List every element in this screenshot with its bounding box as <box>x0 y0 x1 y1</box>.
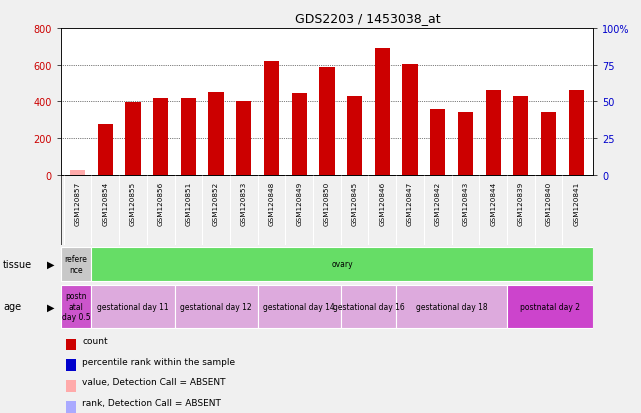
Text: rank, Detection Call = ABSENT: rank, Detection Call = ABSENT <box>82 398 221 407</box>
Bar <box>66 380 76 392</box>
Bar <box>485 90 501 176</box>
Text: tissue: tissue <box>3 259 32 269</box>
Text: age: age <box>3 301 21 312</box>
Text: GSM120841: GSM120841 <box>573 181 579 225</box>
Text: GSM120856: GSM120856 <box>158 181 163 225</box>
Text: gestational day 14: gestational day 14 <box>263 302 335 311</box>
Text: ▶: ▶ <box>47 301 54 312</box>
Text: GSM120853: GSM120853 <box>241 181 247 225</box>
Text: GSM120839: GSM120839 <box>518 181 524 225</box>
Bar <box>541 112 556 176</box>
Text: gestational day 16: gestational day 16 <box>333 302 404 311</box>
Text: ovary: ovary <box>331 260 353 269</box>
Text: GSM120855: GSM120855 <box>130 181 136 225</box>
Bar <box>126 103 140 176</box>
Text: GSM120852: GSM120852 <box>213 181 219 225</box>
Bar <box>569 91 584 176</box>
Text: GSM120854: GSM120854 <box>102 181 108 225</box>
Bar <box>153 99 169 176</box>
Bar <box>341 285 396 328</box>
Bar <box>347 97 362 176</box>
Bar <box>174 285 258 328</box>
Bar <box>375 49 390 176</box>
Text: GSM120840: GSM120840 <box>545 181 552 225</box>
Text: postnatal day 2: postnatal day 2 <box>520 302 580 311</box>
Bar <box>319 67 335 176</box>
Bar <box>66 339 76 351</box>
Bar <box>513 97 528 176</box>
Bar <box>396 285 507 328</box>
Text: GSM120857: GSM120857 <box>74 181 81 225</box>
Text: GSM120847: GSM120847 <box>407 181 413 225</box>
Text: GSM120850: GSM120850 <box>324 181 330 225</box>
Bar <box>292 94 307 176</box>
Text: GDS2203 / 1453038_at: GDS2203 / 1453038_at <box>295 12 440 25</box>
Text: count: count <box>82 336 108 345</box>
Text: GSM120844: GSM120844 <box>490 181 496 225</box>
Bar <box>264 62 279 176</box>
Bar <box>258 285 341 328</box>
Text: refere
nce: refere nce <box>65 255 88 274</box>
Text: GSM120846: GSM120846 <box>379 181 385 225</box>
Text: gestational day 11: gestational day 11 <box>97 302 169 311</box>
Text: GSM120843: GSM120843 <box>462 181 469 225</box>
Text: GSM120851: GSM120851 <box>185 181 192 225</box>
Text: GSM120845: GSM120845 <box>352 181 358 225</box>
Text: value, Detection Call = ABSENT: value, Detection Call = ABSENT <box>82 377 226 387</box>
Text: percentile rank within the sample: percentile rank within the sample <box>82 357 235 366</box>
Bar <box>70 171 85 176</box>
Bar <box>181 99 196 176</box>
Bar <box>458 112 473 176</box>
Bar <box>236 102 251 176</box>
Text: gestational day 12: gestational day 12 <box>180 302 252 311</box>
Text: GSM120842: GSM120842 <box>435 181 441 225</box>
Text: ▶: ▶ <box>47 259 54 269</box>
Bar <box>66 359 76 371</box>
Bar <box>97 124 113 176</box>
Bar <box>66 401 76 413</box>
Text: GSM120848: GSM120848 <box>269 181 274 225</box>
Bar <box>61 247 92 281</box>
Text: postn
atal
day 0.5: postn atal day 0.5 <box>62 292 90 321</box>
Bar <box>507 285 593 328</box>
Text: GSM120849: GSM120849 <box>296 181 302 225</box>
Bar <box>403 65 418 176</box>
Bar <box>430 109 445 176</box>
Bar <box>208 93 224 176</box>
Bar <box>92 285 174 328</box>
Bar <box>61 285 92 328</box>
Text: gestational day 18: gestational day 18 <box>416 302 487 311</box>
